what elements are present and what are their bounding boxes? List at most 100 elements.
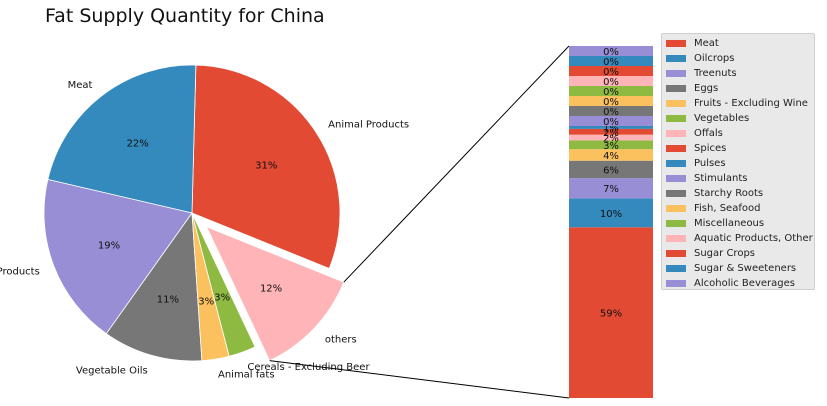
legend-label: Fruits - Excluding Wine bbox=[694, 98, 808, 109]
legend-swatch bbox=[666, 115, 686, 122]
pie-slice-animal-products bbox=[191, 64, 341, 269]
bar-legend: Meat Oilcrops Treenuts Eggs Fruits - Excludi… bbox=[661, 33, 815, 290]
bar-value-label-treenuts: 7% bbox=[603, 184, 619, 195]
legend-swatch bbox=[666, 190, 686, 197]
legend-label: Alcoholic Beverages bbox=[694, 278, 795, 289]
legend-swatch bbox=[666, 85, 686, 92]
bar-segment-offals bbox=[569, 134, 653, 141]
bar-segment-sugar-crops bbox=[569, 66, 653, 76]
bar-value-label-miscellaneous: 0% bbox=[603, 87, 619, 98]
legend-item-fruits-excluding-wine: Fruits - Excluding Wine bbox=[666, 96, 814, 111]
legend-label: Offals bbox=[694, 128, 723, 139]
bar-segment-fruits-excluding-wine bbox=[569, 149, 653, 161]
legend-swatch bbox=[666, 235, 686, 242]
legend-item-aquatic-products-other: Aquatic Products, Other bbox=[666, 231, 814, 246]
legend-label: Fish, Seafood bbox=[694, 203, 761, 214]
bar-segment-treenuts bbox=[569, 178, 653, 199]
pie-slice-vegetal-products bbox=[43, 179, 193, 335]
legend-label: Oilcrops bbox=[694, 53, 735, 64]
bar-value-label-oilcrops: 10% bbox=[600, 209, 622, 220]
bar-segment-stimulants bbox=[569, 116, 653, 126]
bar-segment-miscellaneous bbox=[569, 86, 653, 96]
legend-item-starchy-roots: Starchy Roots bbox=[666, 186, 814, 201]
pie-slice-vegetable-oils bbox=[105, 211, 203, 362]
pie-pct-label-meat: 22% bbox=[127, 139, 149, 150]
legend-swatch bbox=[666, 40, 686, 47]
legend-label: Stimulants bbox=[694, 173, 748, 184]
bar-value-label-sugar-crops: 0% bbox=[603, 67, 619, 78]
bar-segment-vegetables bbox=[569, 140, 653, 150]
pie-pct-label-cereals-excluding-beer: 3% bbox=[214, 293, 230, 304]
legend-swatch bbox=[666, 265, 686, 272]
legend-label: Meat bbox=[694, 38, 719, 49]
legend-swatch bbox=[666, 280, 686, 287]
legend-swatch bbox=[666, 100, 686, 107]
bar-segment-meat bbox=[569, 227, 653, 398]
bar-value-label-sugar-sweeteners: 0% bbox=[603, 57, 619, 68]
legend-item-spices: Spices bbox=[666, 141, 814, 156]
bar-value-label-eggs: 6% bbox=[603, 165, 619, 176]
legend-swatch bbox=[666, 145, 686, 152]
bar-segment-oilcrops bbox=[569, 198, 653, 228]
legend-label: Aquatic Products, Other bbox=[694, 233, 813, 244]
pie-category-label-vegetable-oils: Vegetable Oils bbox=[76, 366, 148, 377]
legend-swatch bbox=[666, 55, 686, 62]
legend-swatch bbox=[666, 220, 686, 227]
bar-value-label-spices: 2% bbox=[603, 128, 619, 139]
bar-value-label-starchy-roots: 0% bbox=[603, 107, 619, 118]
bar-segment-starchy-roots bbox=[569, 106, 653, 116]
bar-segment-fish-seafood bbox=[569, 96, 653, 106]
pie-category-label-others: others bbox=[325, 335, 357, 346]
legend-item-eggs: Eggs bbox=[666, 81, 814, 96]
legend-label: Pulses bbox=[694, 158, 726, 169]
legend-swatch bbox=[666, 130, 686, 137]
pie-category-label-cereals-excluding-beer: Cereals - Excluding Beer bbox=[247, 362, 370, 373]
bar-value-label-meat: 59% bbox=[600, 309, 622, 320]
bar-segment-pulses bbox=[569, 126, 653, 129]
bar-value-label-pulses: 1% bbox=[603, 123, 619, 134]
legend-item-alcoholic-beverages: Alcoholic Beverages bbox=[666, 276, 814, 291]
legend-label: Sugar Crops bbox=[694, 248, 756, 259]
legend-item-fish-seafood: Fish, Seafood bbox=[666, 201, 814, 216]
legend-item-pulses: Pulses bbox=[666, 156, 814, 171]
legend-label: Eggs bbox=[694, 83, 719, 94]
pie-slice-others bbox=[205, 225, 345, 362]
legend-item-sugar-sweeteners: Sugar & Sweeteners bbox=[666, 261, 814, 276]
pie-chart: 31% Animal Products 22% Meat 19% Vegetal Prod… bbox=[0, 64, 409, 381]
legend-item-stimulants: Stimulants bbox=[666, 171, 814, 186]
connector-line-top bbox=[343, 45, 570, 283]
legend-label: Sugar & Sweeteners bbox=[694, 263, 797, 274]
pie-category-label-animal-products: Animal Products bbox=[328, 120, 409, 131]
legend-item-meat: Meat bbox=[666, 36, 814, 51]
legend-label: Treenuts bbox=[694, 68, 737, 79]
legend-swatch bbox=[666, 175, 686, 182]
stacked-bar: 59%10%7%6%4%3%2%2%1%0%0%0%0%0%0%0%0% bbox=[569, 46, 653, 398]
bar-value-label-stimulants: 0% bbox=[603, 117, 619, 128]
legend-item-oilcrops: Oilcrops bbox=[666, 51, 814, 66]
pie-category-label-vegetal-products: Vegetal Products bbox=[0, 267, 40, 278]
pie-pct-label-animal-products: 31% bbox=[255, 160, 277, 171]
bar-value-label-aquatic-products-other: 0% bbox=[603, 77, 619, 88]
legend-label: Starchy Roots bbox=[694, 188, 764, 199]
legend-item-offals: Offals bbox=[666, 126, 814, 141]
pie-category-label-animal-fats: Animal fats bbox=[218, 370, 275, 381]
pie-pct-label-animal-fats: 3% bbox=[198, 297, 214, 308]
legend-item-sugar-crops: Sugar Crops bbox=[666, 246, 814, 261]
bar-value-label-fish-seafood: 0% bbox=[603, 97, 619, 108]
pie-category-label-meat: Meat bbox=[68, 80, 93, 91]
bar-segment-sugar-sweeteners bbox=[569, 56, 653, 66]
legend-swatch bbox=[666, 250, 686, 257]
legend-item-vegetables: Vegetables bbox=[666, 111, 814, 126]
connector-lines bbox=[269, 45, 570, 399]
pie-pct-label-vegetal-products: 19% bbox=[98, 240, 120, 251]
bar-value-label-alcoholic-beverages: 0% bbox=[603, 47, 619, 58]
bar-segment-alcoholic-beverages bbox=[569, 46, 653, 56]
legend-item-miscellaneous: Miscellaneous bbox=[666, 216, 814, 231]
legend-swatch bbox=[666, 70, 686, 77]
pie-slice-meat bbox=[47, 64, 197, 214]
legend-item-treenuts: Treenuts bbox=[666, 66, 814, 81]
bar-segment-aquatic-products-other bbox=[569, 76, 653, 86]
chart-title: Fat Supply Quantity for China bbox=[45, 5, 325, 27]
connector-line-bottom bbox=[269, 360, 570, 399]
